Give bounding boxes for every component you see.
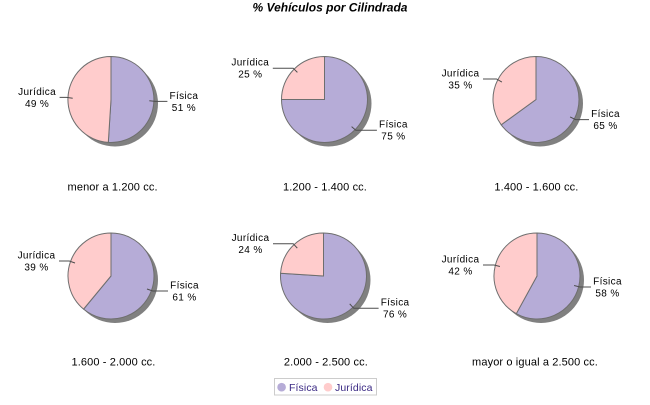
svg-text:Jurídica: Jurídica [18, 87, 56, 98]
svg-text:75 %: 75 % [381, 132, 405, 143]
svg-text:% Vehículos por Cilindrada: % Vehículos por Cilindrada [253, 1, 408, 15]
svg-text:1.400 - 1.600 cc.: 1.400 - 1.600 cc. [494, 182, 578, 194]
svg-text:1.600 - 2.000 cc.: 1.600 - 2.000 cc. [72, 357, 156, 369]
svg-text:Jurídica: Jurídica [18, 250, 56, 261]
svg-text:39 %: 39 % [24, 262, 48, 273]
svg-text:mayor o igual a 2.500 cc.: mayor o igual a 2.500 cc. [472, 357, 598, 369]
svg-text:51 %: 51 % [172, 103, 196, 114]
svg-text:Física: Física [170, 280, 199, 291]
svg-text:42 %: 42 % [448, 266, 472, 277]
svg-text:Jurídica: Jurídica [231, 58, 269, 69]
svg-text:Física: Física [593, 276, 622, 287]
svg-text:Jurídica: Jurídica [442, 254, 480, 265]
svg-text:Jurídica: Jurídica [335, 382, 373, 394]
svg-text:Jurídica: Jurídica [232, 233, 270, 244]
svg-text:Física: Física [379, 120, 408, 131]
svg-text:Física: Física [170, 91, 199, 102]
svg-text:Física: Física [381, 298, 410, 309]
svg-text:65 %: 65 % [593, 121, 617, 132]
svg-text:1.200 - 1.400 cc.: 1.200 - 1.400 cc. [283, 182, 367, 194]
svg-text:2.000 - 2.500 cc.: 2.000 - 2.500 cc. [284, 357, 368, 369]
svg-text:24 %: 24 % [238, 245, 262, 256]
svg-text:Jurídica: Jurídica [442, 68, 480, 79]
svg-text:Física: Física [591, 109, 620, 120]
svg-text:Física: Física [289, 382, 318, 394]
svg-text:76 %: 76 % [383, 310, 407, 321]
svg-text:49 %: 49 % [25, 99, 49, 110]
svg-text:35 %: 35 % [448, 80, 472, 91]
svg-text:25 %: 25 % [238, 70, 262, 81]
svg-text:58 %: 58 % [595, 288, 619, 299]
svg-text:menor a 1.200 cc.: menor a 1.200 cc. [68, 182, 158, 194]
svg-text:61 %: 61 % [172, 292, 196, 303]
